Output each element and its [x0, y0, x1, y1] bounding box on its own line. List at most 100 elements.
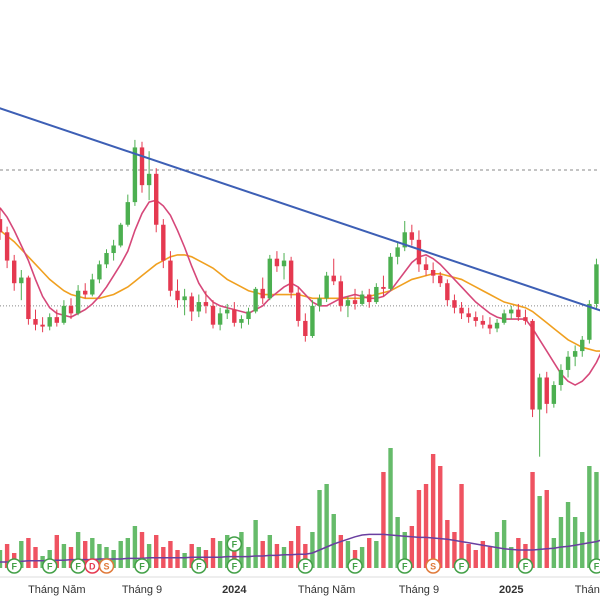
event-marker-f[interactable]: F: [297, 558, 314, 574]
event-markers[interactable]: F F F D S F F F F F F S F F FF: [6, 536, 600, 574]
candle-body[interactable]: [281, 260, 287, 267]
candle-body[interactable]: [125, 202, 131, 225]
candle[interactable]: [217, 307, 223, 331]
candle-body[interactable]: [594, 264, 599, 304]
candle[interactable]: [239, 315, 244, 329]
candle-body[interactable]: [416, 239, 422, 265]
candle[interactable]: [438, 271, 443, 287]
candle-body[interactable]: [260, 288, 265, 299]
candle-body[interactable]: [210, 305, 216, 325]
candle[interactable]: [97, 260, 102, 284]
candle-body[interactable]: [445, 283, 450, 301]
candle[interactable]: [61, 300, 67, 325]
candle[interactable]: [416, 230, 422, 272]
candle[interactable]: [594, 258, 599, 310]
candle-body[interactable]: [317, 298, 322, 306]
candle[interactable]: [161, 219, 166, 269]
candle-body[interactable]: [487, 324, 493, 329]
candle[interactable]: [260, 277, 265, 304]
candle[interactable]: [509, 305, 514, 320]
candle[interactable]: [452, 294, 457, 314]
candle[interactable]: [466, 307, 471, 323]
candle[interactable]: [246, 307, 251, 325]
candle-body[interactable]: [139, 147, 145, 186]
candle[interactable]: [296, 286, 301, 327]
event-marker-f[interactable]: F: [517, 558, 534, 574]
candle-body[interactable]: [296, 292, 301, 321]
candle-body[interactable]: [168, 260, 173, 291]
candle[interactable]: [537, 373, 542, 457]
candle-body[interactable]: [196, 302, 202, 312]
candle-body[interactable]: [516, 309, 521, 318]
candle[interactable]: [310, 300, 315, 338]
event-marker-f[interactable]: F: [396, 558, 413, 574]
candle-body[interactable]: [352, 300, 358, 304]
candle[interactable]: [580, 336, 585, 357]
candle-body[interactable]: [33, 319, 38, 325]
event-marker-f[interactable]: F: [41, 558, 58, 574]
candle-body[interactable]: [310, 305, 315, 336]
candle[interactable]: [12, 254, 17, 291]
candle[interactable]: [558, 364, 564, 391]
candle[interactable]: [203, 290, 209, 314]
candle-body[interactable]: [501, 313, 507, 323]
candle-body[interactable]: [225, 309, 230, 314]
candle[interactable]: [210, 300, 216, 329]
candle[interactable]: [459, 302, 464, 320]
candle[interactable]: [281, 253, 287, 280]
candle-body[interactable]: [537, 377, 542, 410]
candle[interactable]: [125, 194, 131, 227]
candle-body[interactable]: [217, 313, 223, 325]
candle[interactable]: [345, 296, 351, 318]
candle-body[interactable]: [494, 322, 500, 329]
candle[interactable]: [367, 288, 372, 308]
candle[interactable]: [487, 317, 493, 335]
candle[interactable]: [359, 290, 365, 306]
candle-body[interactable]: [175, 290, 180, 301]
candle[interactable]: [317, 294, 322, 312]
candle-body[interactable]: [580, 339, 585, 352]
event-badge[interactable]: [226, 558, 243, 574]
candle[interactable]: [83, 283, 88, 299]
candle-body[interactable]: [466, 313, 471, 318]
candle-body[interactable]: [523, 317, 528, 321]
candle[interactable]: [395, 241, 400, 265]
candle-body[interactable]: [509, 309, 514, 314]
candle[interactable]: [189, 292, 194, 321]
candle-body[interactable]: [530, 320, 535, 410]
candle[interactable]: [423, 256, 429, 276]
candle[interactable]: [168, 251, 173, 297]
event-badge[interactable]: [98, 558, 115, 574]
event-marker-f[interactable]: F: [453, 558, 470, 574]
candle[interactable]: [4, 226, 10, 269]
candle-body[interactable]: [246, 311, 251, 320]
candle-body[interactable]: [274, 258, 280, 267]
candle[interactable]: [516, 303, 521, 321]
candle[interactable]: [409, 224, 415, 246]
candle[interactable]: [381, 275, 386, 297]
candle-body[interactable]: [338, 281, 344, 306]
candle[interactable]: [232, 302, 237, 327]
event-badge[interactable]: [297, 558, 314, 574]
event-marker-f[interactable]: F: [226, 558, 243, 574]
candle-body[interactable]: [551, 385, 557, 404]
candle[interactable]: [544, 371, 549, 414]
event-marker-f[interactable]: F: [70, 558, 86, 574]
candle[interactable]: [473, 311, 478, 327]
candle-body[interactable]: [4, 232, 10, 261]
candle[interactable]: [154, 168, 159, 233]
candle[interactable]: [90, 273, 95, 297]
candle[interactable]: [501, 309, 507, 325]
candle-body[interactable]: [47, 317, 52, 327]
candle-body[interactable]: [97, 264, 102, 280]
candle-body[interactable]: [182, 296, 187, 301]
candle-body[interactable]: [572, 351, 578, 357]
candle-body[interactable]: [26, 277, 31, 320]
candle[interactable]: [139, 141, 145, 193]
candle-body[interactable]: [75, 290, 81, 314]
candle-body[interactable]: [146, 173, 152, 186]
candle[interactable]: [388, 253, 393, 291]
candle-body[interactable]: [189, 296, 194, 312]
candle[interactable]: [0, 207, 3, 240]
